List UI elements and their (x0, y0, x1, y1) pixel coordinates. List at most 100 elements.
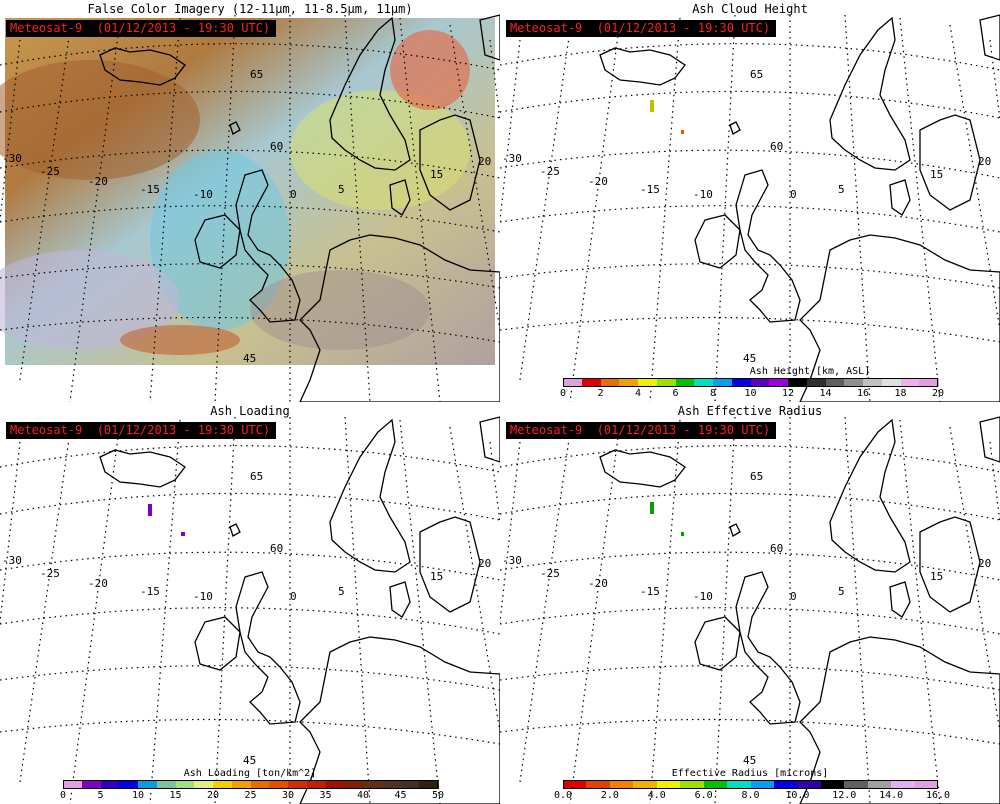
graticule-label: 0 (290, 590, 297, 603)
ash-pixel (681, 532, 684, 536)
longitude-line (399, 17, 441, 402)
ash-pixel (681, 130, 684, 134)
latitude-line (500, 263, 1000, 289)
colorbar-swatch (863, 378, 883, 387)
colorbar-swatch (100, 780, 120, 789)
graticule-label: 0 (290, 188, 297, 201)
coastlines (599, 14, 1000, 402)
panel-title: False Color Imagery (12-11µm, 11-8.5µm, … (87, 2, 413, 16)
colorbar-tick-label: 14 (819, 388, 832, 399)
longitude-line (519, 29, 571, 381)
graticule-label: 65 (250, 68, 263, 81)
graticule-label: 20 (478, 557, 491, 570)
coastline (389, 581, 411, 618)
colorbar-tick-label: 40 (356, 790, 370, 801)
colorbar-tick-label: 20 (931, 388, 945, 399)
colorbar-tick-label: 10 (744, 388, 757, 399)
colorbar-tick-label: 6 (672, 388, 679, 399)
graticule-label: 15 (930, 168, 943, 181)
satellite-label: Meteosat-9 (01/12/2013 - 19:30 UTC) (506, 20, 777, 37)
latitude-line (0, 492, 500, 521)
ash-pixel (650, 100, 654, 112)
coastline (419, 516, 481, 613)
graticule-label: 60 (770, 140, 783, 153)
coastline (599, 47, 686, 86)
coastline (329, 418, 411, 573)
graticule-label: -10 (193, 590, 213, 603)
colorbar-swatch (713, 378, 733, 387)
colorbar-swatch (797, 780, 822, 789)
graticule-label: 45 (743, 352, 756, 365)
graticule-label: -30 (502, 554, 522, 567)
colorbar-swatch (773, 780, 798, 789)
coastline (735, 571, 801, 725)
colorbar-swatch (288, 780, 308, 789)
graticule-label: -30 (2, 152, 22, 165)
colorbar-swatch (419, 780, 439, 789)
graticule-label: 15 (430, 570, 443, 583)
colorbar-tick-label: 12 (781, 388, 795, 399)
colorbar-swatch (703, 780, 728, 789)
panel-effective-radius: 65 60 45 -30 -25 -20 -15 -10 0 5 15 20 Ash Effectiv… (500, 402, 1000, 804)
graticule-label: 60 (270, 542, 283, 555)
colorbar-swatch (820, 780, 845, 789)
colorbar-tick-label: 0.0 (553, 790, 573, 801)
colorbar-swatch (844, 780, 869, 789)
colorbar-swatch (806, 378, 826, 387)
latitude-line (0, 445, 500, 473)
graticule-label: 65 (750, 470, 763, 483)
graticule-label: -10 (193, 188, 213, 201)
colorbar-swatch (769, 378, 789, 387)
graticule-label: -20 (88, 577, 108, 590)
colorbar-swatch (891, 780, 916, 789)
longitude-line (19, 29, 71, 381)
graticule-label: -15 (140, 183, 160, 196)
colorbar-swatch (680, 780, 705, 789)
coastline (479, 14, 500, 61)
colorbar-swatch (63, 780, 83, 789)
colorbar-tick-label: 4.0 (647, 790, 666, 801)
coastline (389, 179, 411, 216)
graticule-label: 20 (978, 557, 991, 570)
coastline (479, 416, 500, 463)
panel-title: Ash Effective Radius (677, 404, 823, 418)
colorbar-swatch (609, 780, 634, 789)
coastline (889, 581, 911, 618)
latitude-line (0, 718, 500, 745)
graticule-label: 45 (243, 754, 256, 767)
longitude-line (399, 419, 441, 804)
ash-pixel (148, 504, 152, 516)
latitude-line (500, 492, 1000, 521)
colorbar-tick-label: 15 (169, 790, 182, 801)
colorbar-tick-label: 4 (634, 388, 642, 399)
satellite-label: Meteosat-9 (01/12/2013 - 19:30 UTC) (506, 422, 777, 439)
coastline (889, 179, 911, 216)
colorbar-swatch (656, 378, 676, 387)
false-color-map: 65 60 45 -30 -25 -20 -15 -10 0 5 15 20 (0, 14, 500, 402)
longitude-line (649, 419, 681, 804)
colorbar-swatch (638, 378, 658, 387)
colorbar-tick-label: 5 (97, 790, 104, 801)
coastlines (99, 14, 500, 402)
map-labels: 65 60 45 -30 -25 -20 -15 -10 0 5 15 20 (2, 470, 491, 767)
longitude-line (569, 421, 621, 804)
colorbar-tick-label: 12.0 (832, 790, 857, 801)
coastline (735, 169, 801, 323)
colorbar-tick-label: 14.0 (879, 790, 904, 801)
longitude-line (489, 39, 500, 121)
colorbar-tick-label: 2.0 (600, 790, 619, 801)
longitude-line (649, 17, 681, 402)
longitude-line (0, 441, 21, 628)
colorbar (63, 780, 439, 789)
colorbar-swatch (269, 780, 289, 789)
graticule-label: 5 (338, 585, 345, 598)
colorbar-tick-label: 0 (559, 388, 567, 399)
longitude-line (149, 17, 181, 402)
colorbar-swatch (213, 780, 233, 789)
colorbar-tick-label: 8 (709, 388, 717, 399)
colorbar-tick-label: 16.0 (925, 790, 951, 801)
longitude-line (500, 39, 521, 226)
panel-ash-height: 65 60 45 -30 -25 -20 -15 -10 0 5 15 20 Ash Cloud He… (500, 0, 1000, 402)
colorbar-tick-label: 2 (597, 388, 604, 399)
